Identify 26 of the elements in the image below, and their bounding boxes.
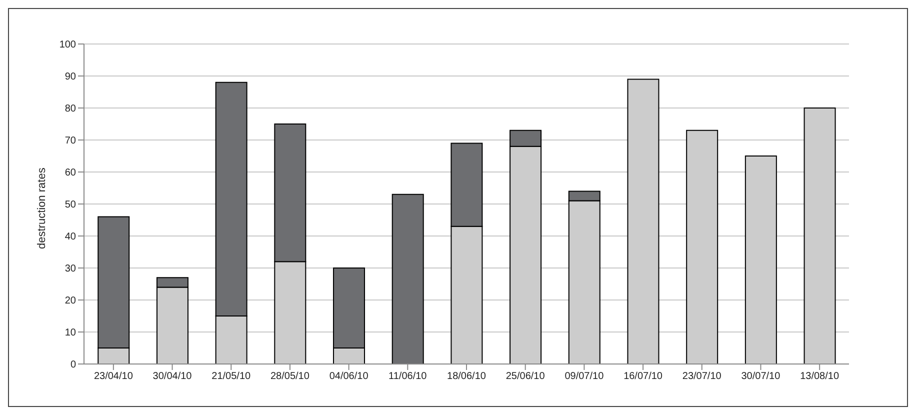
x-tick-label: 16/07/10 bbox=[624, 371, 663, 382]
y-tick-label: 50 bbox=[64, 200, 76, 211]
y-axis-title: destruction rates bbox=[36, 167, 48, 249]
y-tick-label: 40 bbox=[64, 232, 76, 243]
x-tick-label: 18/06/10 bbox=[447, 371, 486, 382]
x-tick-label: 30/07/10 bbox=[741, 371, 781, 382]
y-tick-label: 100 bbox=[59, 40, 76, 51]
y-tick-label: 0 bbox=[70, 360, 76, 371]
x-tick-label: 11/06/10 bbox=[388, 371, 428, 382]
x-tick-label: 30/04/10 bbox=[152, 371, 192, 382]
y-tick-label: 90 bbox=[64, 72, 76, 83]
y-tick-label: 70 bbox=[64, 136, 76, 147]
x-tick-label: 13/08/10 bbox=[800, 371, 840, 382]
x-tick-label: 09/07/10 bbox=[564, 371, 604, 382]
y-tick-label: 10 bbox=[64, 328, 76, 339]
y-tick-label: 60 bbox=[64, 168, 76, 179]
x-tick-label: 25/06/10 bbox=[506, 371, 546, 382]
bar bbox=[392, 194, 424, 364]
y-tick-label: 80 bbox=[64, 104, 76, 115]
x-tick-label: 28/05/10 bbox=[270, 371, 310, 382]
x-tick-label: 23/07/10 bbox=[682, 371, 722, 382]
y-tick-label: 20 bbox=[64, 296, 76, 307]
x-tick-label: 21/05/10 bbox=[212, 371, 252, 382]
y-tick-label: 30 bbox=[64, 264, 76, 275]
x-tick-label: 04/06/10 bbox=[329, 371, 369, 382]
x-tick-label: 23/04/10 bbox=[94, 371, 134, 382]
